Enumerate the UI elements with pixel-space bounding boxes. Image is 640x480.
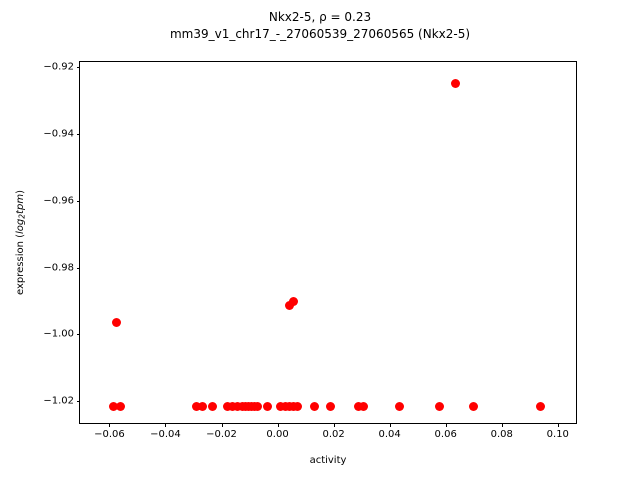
scatter-point [232, 402, 242, 412]
y-axis-tick-label: −0.94 [43, 128, 74, 140]
chart-title-line-2: mm39_v1_chr17_-_27060539_27060565 (Nkx2-… [169, 27, 471, 41]
y-axis-label-suffix: ) [15, 190, 26, 194]
chart-title-line-1: Nkx2-5, ρ = 0.23 [268, 10, 372, 24]
scatter-point [469, 402, 479, 412]
x-axis-tick [221, 423, 223, 427]
y-axis-label-log: log [15, 218, 26, 234]
y-axis-label: expression (log2tpm) [14, 61, 28, 424]
chart-title: Nkx2-5, ρ = 0.23 mm39_v1_chr17_-_2706053… [0, 9, 640, 43]
x-axis-tick [333, 423, 335, 427]
x-axis-tick [109, 423, 111, 427]
scatter-point [289, 297, 299, 307]
y-axis-tick-label: −0.92 [43, 61, 74, 73]
scatter-point [292, 402, 302, 412]
x-axis-tick-label: 0.00 [266, 429, 289, 440]
scatter-point [284, 300, 294, 310]
scatter-point [108, 402, 118, 412]
scatter-point [434, 402, 444, 412]
x-axis-tick-label: −0.04 [150, 429, 181, 440]
scatter-point [191, 402, 201, 412]
scatter-point [112, 317, 122, 327]
y-axis-label-tpm: tpm [15, 193, 26, 214]
x-axis-tick-label: −0.06 [94, 429, 125, 440]
x-axis-tick [389, 423, 391, 427]
x-axis-label: activity [309, 455, 347, 466]
scatter-point [451, 78, 460, 88]
scatter-points-layer [80, 62, 576, 423]
y-axis-label-subscript: 2 [17, 213, 27, 219]
y-axis-tick [76, 334, 80, 336]
scatter-point [223, 402, 233, 412]
y-axis-tick-label: −0.96 [43, 195, 74, 207]
y-axis-tick [76, 200, 80, 202]
x-axis-tick-label: 0.08 [490, 429, 513, 440]
y-axis-tick-label: −1.02 [43, 395, 74, 407]
y-axis-label-prefix: expression ( [15, 233, 26, 295]
scatter-point [535, 402, 545, 412]
scatter-point [326, 402, 336, 412]
scatter-point [358, 402, 368, 412]
x-axis-tick [277, 423, 279, 427]
scatter-point [116, 402, 126, 412]
plot-axes: −0.06 −0.04 −0.02 0.00 0.02 0.04 0.06 0.08 0.10 −… [43, 61, 577, 440]
x-axis-tick [557, 423, 559, 427]
y-axis-tick-label: −0.98 [43, 262, 74, 274]
x-axis-tick-label: −0.02 [206, 429, 237, 440]
scatter-point [262, 402, 272, 412]
x-axis-tick-label: 0.10 [546, 429, 569, 440]
x-axis-tick-label: 0.04 [378, 429, 401, 440]
scatter-point [395, 402, 405, 412]
scatter-point [309, 402, 319, 412]
scatter-point [353, 402, 363, 412]
y-axis-tick-label: −1.00 [43, 328, 74, 340]
y-axis-tick [76, 133, 80, 135]
x-axis-tick [501, 423, 503, 427]
y-axis-tick [76, 267, 80, 269]
y-axis-tick [76, 67, 80, 68]
scatter-point [252, 402, 262, 412]
x-axis-tick-label: 0.06 [434, 429, 457, 440]
x-axis-tick [165, 423, 167, 427]
x-axis-tick-label: 0.02 [322, 429, 345, 440]
x-axis-tick [445, 423, 447, 427]
y-axis-tick [76, 401, 80, 403]
scatter-point [208, 402, 218, 412]
scatter-point [227, 402, 237, 412]
scatter-point [197, 402, 207, 412]
